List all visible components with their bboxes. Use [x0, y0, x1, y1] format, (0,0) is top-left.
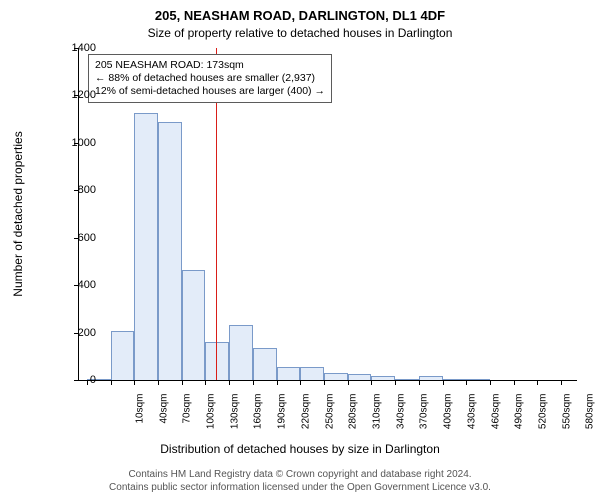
histogram-bar	[466, 379, 490, 380]
histogram-bar	[443, 379, 467, 380]
histogram-bar	[419, 376, 443, 380]
histogram-bar	[253, 348, 277, 380]
histogram-bar	[158, 122, 182, 380]
annotation-line: 205 NEASHAM ROAD: 173sqm	[95, 59, 325, 72]
footer-line: Contains HM Land Registry data © Crown c…	[0, 468, 600, 481]
x-tick	[419, 380, 420, 385]
histogram-bar	[300, 367, 324, 380]
y-tick-label: 200	[78, 327, 96, 339]
y-tick-label: 600	[78, 232, 96, 244]
y-tick-label: 1000	[72, 137, 96, 149]
x-tick-label: 430sqm	[466, 394, 477, 444]
histogram-bar	[348, 374, 372, 380]
histogram-bar	[395, 379, 419, 380]
x-tick	[277, 380, 278, 385]
x-tick-label: 220sqm	[300, 394, 311, 444]
y-tick	[74, 380, 79, 381]
annotation-box: 205 NEASHAM ROAD: 173sqm ← 88% of detach…	[88, 54, 332, 103]
histogram-bar	[371, 376, 395, 380]
x-tick-label: 460sqm	[490, 394, 501, 444]
histogram-bar	[229, 325, 253, 380]
annotation-line: 12% of semi-detached houses are larger (…	[95, 85, 325, 98]
footer-line: Contains public sector information licen…	[0, 481, 600, 494]
chart-container: 205, NEASHAM ROAD, DARLINGTON, DL1 4DF S…	[0, 0, 600, 500]
chart-subtitle: Size of property relative to detached ho…	[0, 26, 600, 40]
x-tick	[324, 380, 325, 385]
x-tick-label: 10sqm	[134, 394, 145, 444]
x-tick	[466, 380, 467, 385]
x-tick-label: 40sqm	[158, 394, 169, 444]
x-tick-label: 190sqm	[277, 394, 288, 444]
y-tick-label: 1400	[72, 42, 96, 54]
x-tick-label: 100sqm	[206, 394, 217, 444]
x-tick	[371, 380, 372, 385]
x-tick-label: 370sqm	[419, 394, 430, 444]
x-tick	[205, 380, 206, 385]
histogram-bar	[182, 270, 206, 380]
y-axis-title: Number of detached properties	[11, 131, 25, 296]
footer-attribution: Contains HM Land Registry data © Crown c…	[0, 468, 600, 494]
histogram-bar	[134, 113, 158, 380]
x-tick-label: 70sqm	[182, 394, 193, 444]
x-axis-title: Distribution of detached houses by size …	[0, 442, 600, 456]
x-tick-label: 250sqm	[324, 394, 335, 444]
x-tick	[87, 380, 88, 385]
x-tick-label: 130sqm	[229, 394, 240, 444]
x-tick	[443, 380, 444, 385]
x-tick-label: 160sqm	[253, 394, 264, 444]
x-tick-label: 550sqm	[561, 394, 572, 444]
x-tick-label: 280sqm	[348, 394, 359, 444]
y-tick-label: 1200	[72, 89, 96, 101]
x-tick	[134, 380, 135, 385]
x-tick	[537, 380, 538, 385]
histogram-bar	[277, 367, 301, 380]
x-tick-label: 400sqm	[443, 394, 454, 444]
y-tick-label: 800	[78, 184, 96, 196]
x-tick	[348, 380, 349, 385]
x-tick	[229, 380, 230, 385]
y-tick-label: 0	[90, 374, 96, 386]
histogram-bar	[111, 331, 135, 380]
x-tick-label: 580sqm	[585, 394, 596, 444]
y-tick-label: 400	[78, 279, 96, 291]
x-tick	[561, 380, 562, 385]
x-tick	[514, 380, 515, 385]
x-tick-label: 340sqm	[395, 394, 406, 444]
annotation-line: ← 88% of detached houses are smaller (2,…	[95, 72, 325, 85]
x-tick	[253, 380, 254, 385]
x-tick-label: 490sqm	[514, 394, 525, 444]
x-tick	[182, 380, 183, 385]
histogram-bar	[205, 342, 229, 380]
x-tick	[111, 380, 112, 385]
histogram-bar	[324, 373, 348, 380]
x-tick	[158, 380, 159, 385]
x-tick	[395, 380, 396, 385]
chart-title: 205, NEASHAM ROAD, DARLINGTON, DL1 4DF	[0, 8, 600, 23]
x-tick	[490, 380, 491, 385]
x-tick-label: 520sqm	[538, 394, 549, 444]
x-tick-label: 310sqm	[372, 394, 383, 444]
x-tick	[300, 380, 301, 385]
